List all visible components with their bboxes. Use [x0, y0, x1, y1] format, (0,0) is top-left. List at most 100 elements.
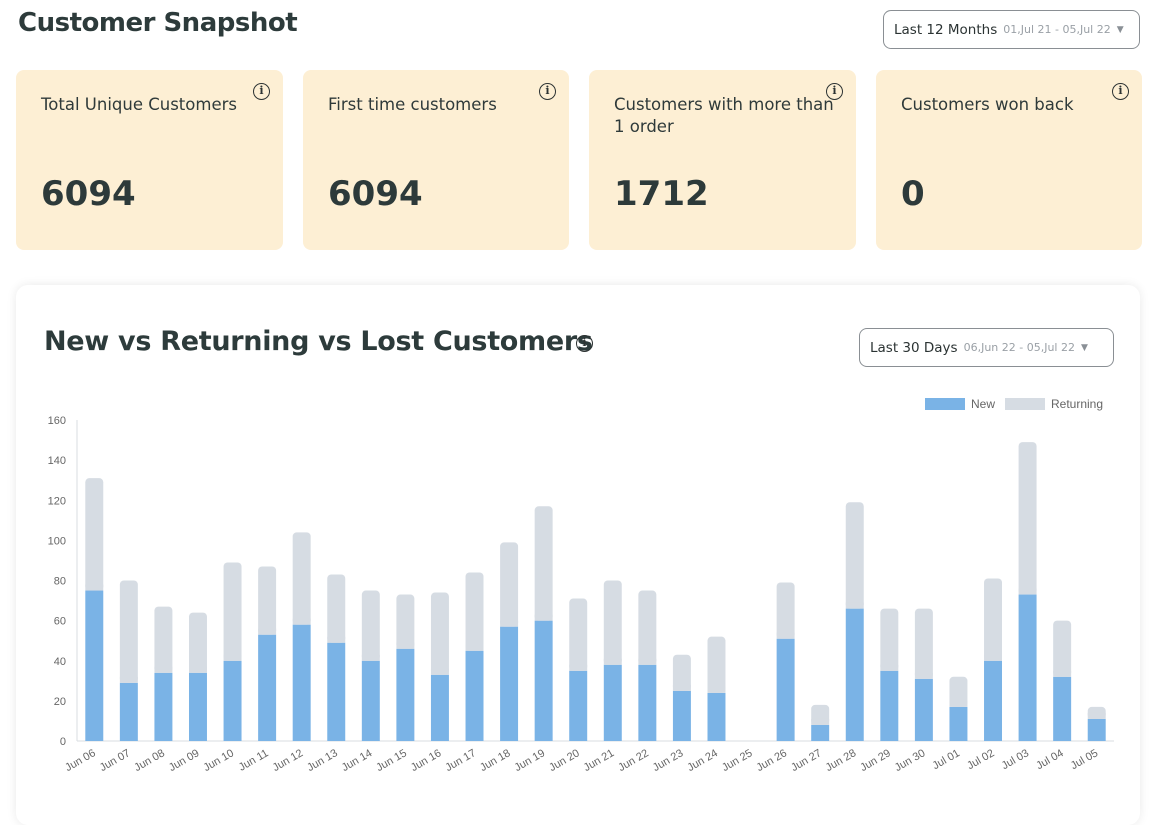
info-icon[interactable]: i — [826, 83, 843, 100]
bar-returning-base — [327, 636, 346, 643]
x-tick-label: Jun 24 — [685, 747, 720, 774]
x-tick-label: Jul 03 — [1000, 747, 1031, 772]
metric-value: 0 — [901, 174, 925, 214]
bar-new — [361, 660, 380, 741]
bar-new — [776, 638, 795, 741]
bar-returning-base — [1087, 712, 1106, 719]
x-tick-label: Jun 29 — [858, 747, 893, 774]
x-tick-label: Jun 23 — [651, 747, 686, 774]
metric-card-total-unique: Total Unique Customers i 6094 — [16, 70, 283, 250]
bar-new — [569, 670, 588, 741]
x-tick-label: Jun 21 — [582, 747, 617, 774]
bar-returning — [500, 542, 519, 627]
x-tick-label: Jun 14 — [340, 747, 375, 774]
chart-date-range-select[interactable]: Last 30 Days 06,Jun 22 - 05,Jul 22 ▼ — [859, 328, 1114, 367]
bar-new — [1087, 718, 1106, 741]
bar-returning-base — [292, 618, 311, 625]
x-tick-label: Jun 30 — [893, 747, 928, 774]
bar-returning-base — [776, 632, 795, 639]
chevron-down-icon: ▼ — [1080, 342, 1088, 353]
bar-new — [119, 682, 138, 741]
bar-new — [258, 634, 277, 741]
bar-returning-base — [188, 666, 207, 673]
bar-returning — [672, 654, 691, 691]
bar-returning-base — [396, 642, 415, 649]
bar-returning-base — [1018, 588, 1037, 595]
x-tick-label: Jun 19 — [513, 747, 548, 774]
bar-returning-base — [154, 666, 173, 673]
bar-new — [327, 642, 346, 741]
bar-returning-base — [603, 658, 622, 665]
x-tick-label: Jun 08 — [132, 747, 167, 774]
date-range-label: Last 30 Days — [870, 339, 958, 356]
bar-returning — [85, 478, 104, 591]
date-range-dates: 01,Jul 21 - 05,Jul 22 — [1003, 23, 1111, 36]
bar-returning-base — [880, 664, 899, 671]
bar-new — [85, 590, 104, 741]
bar-returning — [154, 606, 173, 673]
chart-title: New vs Returning vs Lost Customers — [44, 326, 593, 357]
bar-returning-base — [534, 614, 553, 621]
bar-returning-base — [500, 620, 519, 627]
bar-new — [672, 690, 691, 741]
bar-returning — [845, 502, 864, 609]
bar-new — [500, 626, 519, 741]
x-tick-label: Jun 09 — [167, 747, 202, 774]
x-tick-label: Jun 27 — [789, 747, 824, 774]
legend-label-new: New — [971, 397, 995, 411]
bar-returning — [188, 612, 207, 673]
chevron-down-icon: ▼ — [1116, 24, 1124, 35]
bar-returning-base — [1053, 670, 1072, 677]
y-tick-label: 20 — [54, 696, 66, 708]
info-icon[interactable]: i — [1112, 83, 1129, 100]
bar-new — [845, 608, 864, 741]
y-tick-label: 160 — [48, 415, 66, 427]
bar-returning-base — [949, 700, 968, 707]
info-icon[interactable]: i — [539, 83, 556, 100]
x-tick-label: Jun 12 — [271, 747, 306, 774]
x-tick-label: Jun 28 — [824, 747, 859, 774]
bar-returning — [292, 532, 311, 625]
bar-new — [1053, 676, 1072, 741]
bar-new — [396, 648, 415, 741]
bar-returning-base — [465, 644, 484, 651]
metric-label: Total Unique Customers — [41, 95, 237, 114]
bar-returning — [327, 574, 346, 643]
bar-returning — [638, 590, 657, 665]
bar-returning — [361, 590, 380, 661]
bar-returning — [603, 580, 622, 665]
metric-label: Customers won back — [901, 95, 1074, 114]
metric-card-won-back: Customers won back i 0 — [876, 70, 1142, 250]
x-tick-label: Jun 10 — [201, 747, 236, 774]
metric-label: Customers with more than 1 order — [614, 95, 834, 136]
info-icon[interactable]: i — [576, 335, 593, 352]
bar-new — [811, 724, 830, 741]
bar-returning — [223, 562, 242, 661]
bar-new — [638, 664, 657, 741]
metric-card-more-than-one-order: Customers with more than 1 order i 1712 — [589, 70, 856, 250]
bar-returning — [119, 580, 138, 683]
x-tick-label: Jun 18 — [478, 747, 513, 774]
date-range-select[interactable]: Last 12 Months 01,Jul 21 - 05,Jul 22 ▼ — [883, 10, 1140, 49]
x-tick-label: Jun 16 — [409, 747, 444, 774]
bar-returning — [949, 676, 968, 707]
bar-returning-base — [638, 658, 657, 665]
y-tick-label: 100 — [48, 535, 66, 547]
bar-new — [188, 672, 207, 741]
legend-swatch-new — [925, 398, 965, 410]
metric-value: 1712 — [614, 174, 709, 214]
bar-returning — [984, 578, 1003, 661]
x-tick-label: Jul 05 — [1069, 747, 1100, 772]
bar-returning — [776, 582, 795, 639]
info-icon[interactable]: i — [253, 83, 270, 100]
bar-returning-base — [569, 664, 588, 671]
x-tick-label: Jul 01 — [931, 747, 962, 772]
date-range-dates: 06,Jun 22 - 05,Jul 22 — [963, 341, 1075, 354]
bar-new — [984, 660, 1003, 741]
bar-returning — [465, 572, 484, 651]
bar-new — [707, 692, 726, 741]
bar-returning — [534, 506, 553, 621]
bar-returning — [1018, 442, 1037, 595]
bar-returning — [430, 592, 449, 675]
